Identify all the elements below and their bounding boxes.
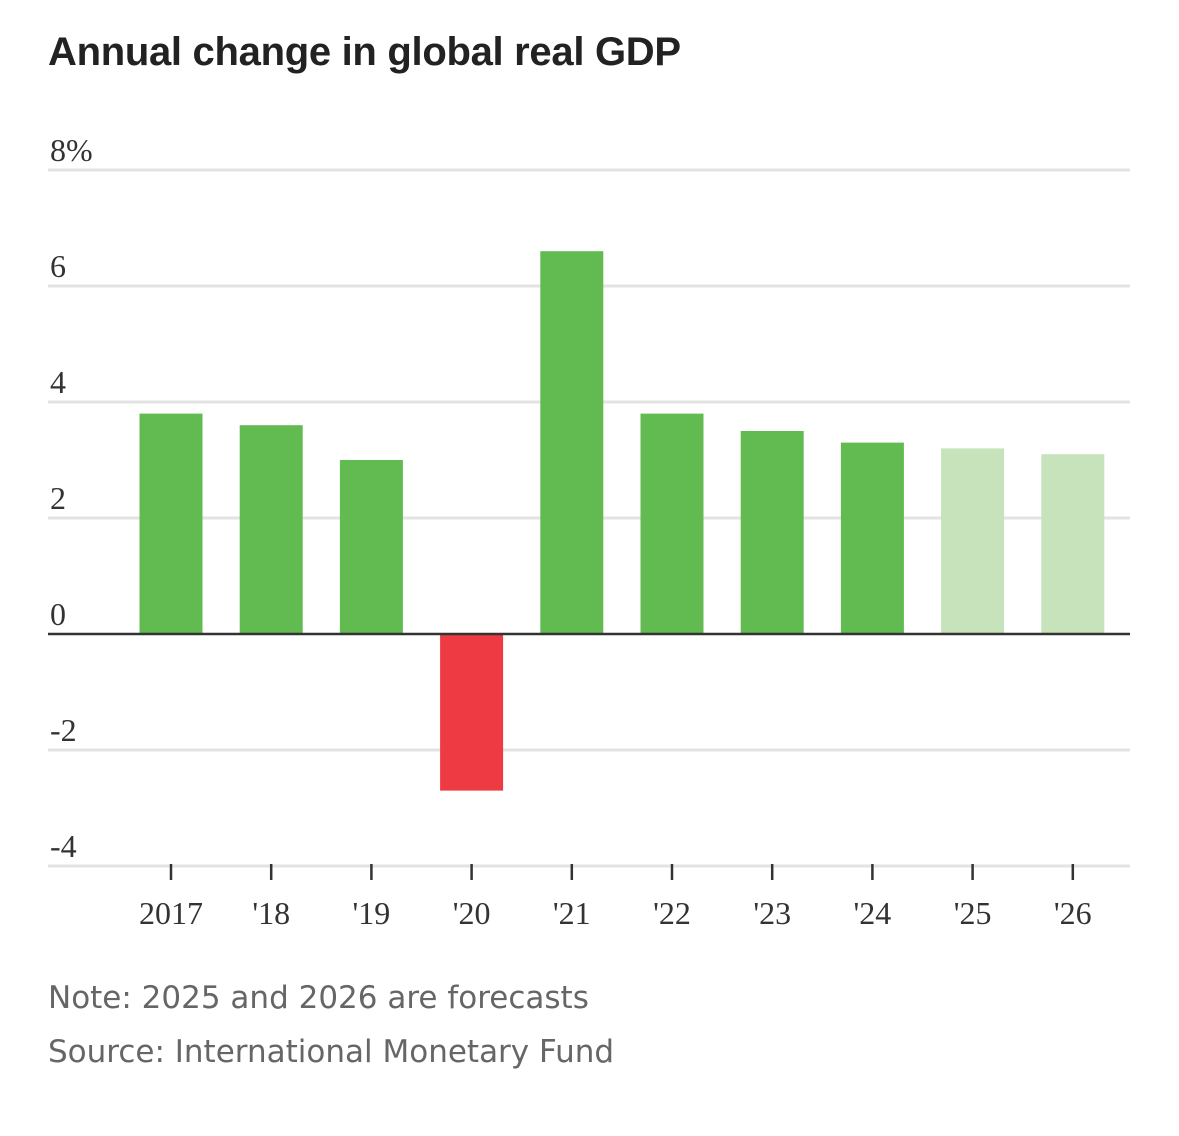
x-axis xyxy=(48,632,1130,880)
bar xyxy=(139,413,203,634)
bar xyxy=(640,413,704,634)
footnote: Note: 2025 and 2026 are forecasts xyxy=(48,980,589,1016)
x-tick-label: '24 xyxy=(854,895,892,931)
bar xyxy=(740,431,804,634)
x-tick-label: 2017 xyxy=(139,895,203,931)
x-tick-label: '25 xyxy=(954,895,992,931)
y-tick-label: -2 xyxy=(50,712,77,748)
y-tick-label: 6 xyxy=(50,248,66,284)
x-axis-labels: 2017 '18 '19 '20 '21 '22 '23 '24 '25 '26 xyxy=(139,895,1092,931)
x-tick-label: '21 xyxy=(553,895,591,931)
bar-chart: 8% 6 4 2 0 -2 -4 2017 '18 '19 '20 '21 '22 '23 '24 '25 '… xyxy=(48,132,1130,931)
y-tick-label: -4 xyxy=(50,828,77,864)
bar xyxy=(440,634,504,791)
bar xyxy=(941,448,1005,634)
source-note: Source: International Monetary Fund xyxy=(48,1034,615,1070)
x-tick-label: '23 xyxy=(753,895,791,931)
x-tick-label: '26 xyxy=(1054,895,1092,931)
y-tick-label: 8% xyxy=(50,132,93,168)
x-tick-label: '19 xyxy=(353,895,391,931)
bar xyxy=(840,442,904,634)
x-tick-label: '20 xyxy=(453,895,491,931)
bars xyxy=(139,251,1105,791)
y-tick-label: 0 xyxy=(50,596,66,632)
y-tick-label: 2 xyxy=(50,480,66,516)
x-tick-label: '18 xyxy=(252,895,290,931)
chart-title: Annual change in global real GDP xyxy=(48,30,681,74)
y-tick-label: 4 xyxy=(50,364,66,400)
y-axis-labels: 8% 6 4 2 0 -2 -4 xyxy=(50,132,93,864)
bar xyxy=(1041,454,1105,634)
bar xyxy=(339,460,403,634)
bar xyxy=(239,425,303,634)
x-tick-label: '22 xyxy=(653,895,691,931)
bar xyxy=(540,251,604,634)
